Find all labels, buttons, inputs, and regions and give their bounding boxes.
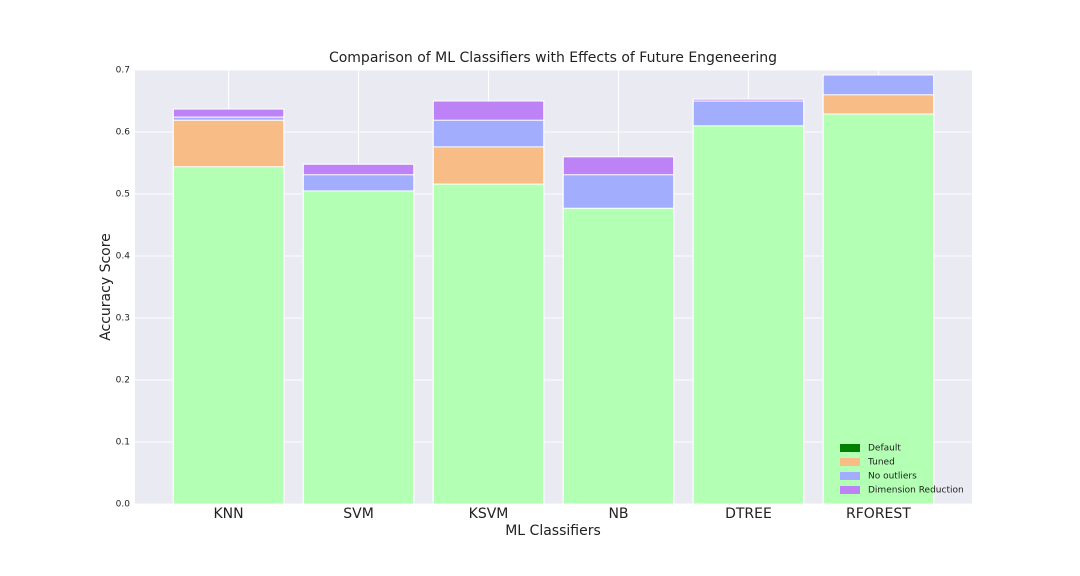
y-tick-label: 0.1 [116,438,130,448]
y-tick-label: 0.4 [116,252,131,262]
legend-label: Default [868,444,901,454]
y-tick-label: 0.5 [116,190,130,200]
bar [562,207,675,505]
bar [172,166,285,505]
legend-label: No outliers [868,472,917,482]
x-tick-label: NB [608,506,628,522]
axes: 0.0 0.1 0.2 0.3 0.4 0.5 0.6 0.7 KNN SVM KSVM NB DTRE… [116,66,912,523]
y-tick-label: 0.2 [116,376,130,386]
legend-swatch [840,472,860,480]
y-tick-label: 0.7 [116,66,130,76]
y-axis-label: Accuracy Score [98,233,114,341]
chart-title: Comparison of ML Classifiers with Effect… [329,50,777,66]
y-tick-label: 0.0 [116,500,131,510]
legend-label: Dimension Reduction [868,486,964,496]
x-tick-label: KNN [214,506,244,522]
bar [822,113,935,505]
y-tick-label: 0.6 [116,128,131,138]
legend-swatch [840,458,860,466]
x-axis-label: ML Classifiers [505,523,601,539]
bar [432,183,545,505]
x-tick-label: KSVM [469,506,509,522]
bar [302,190,415,505]
legend-label: Tuned [867,458,895,468]
bar [692,125,805,505]
x-tick-label: SVM [343,506,374,522]
legend: Default Tuned No outliers Dimension Reducti… [840,444,964,496]
x-tick-label: DTREE [725,506,772,522]
legend-swatch [840,444,860,452]
bars [172,74,935,505]
y-tick-label: 0.3 [116,314,130,324]
x-tick-label: RFOREST [846,506,911,522]
legend-swatch [840,486,860,494]
